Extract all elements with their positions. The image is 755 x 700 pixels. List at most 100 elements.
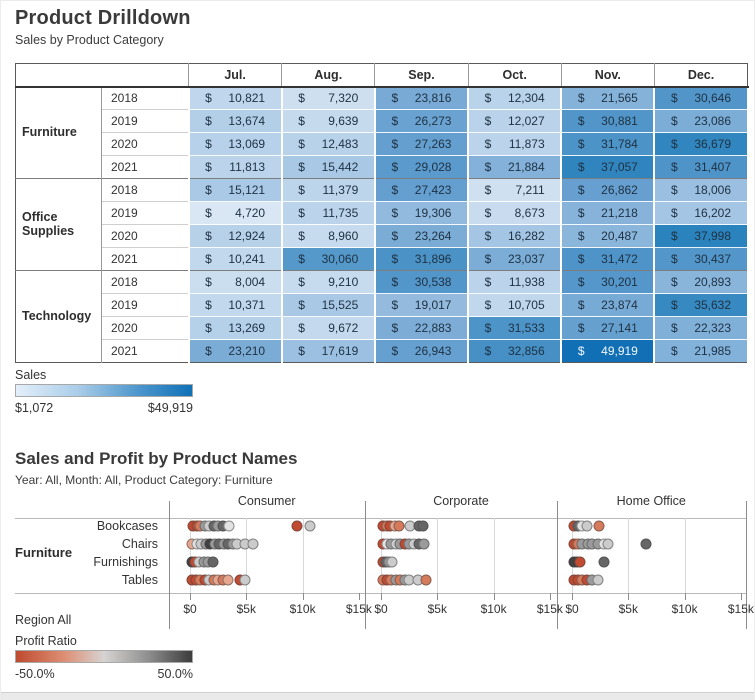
month-header-oct[interactable]: Oct. bbox=[467, 63, 562, 88]
sales-cell[interactable]: $23,037 bbox=[467, 247, 563, 271]
sales-cell[interactable]: $21,884 bbox=[467, 155, 563, 179]
sales-cell[interactable]: $9,210 bbox=[280, 270, 376, 294]
sales-cell[interactable]: $11,813 bbox=[187, 155, 283, 179]
data-point[interactable] bbox=[239, 574, 251, 586]
sales-cell[interactable]: $9,672 bbox=[280, 316, 376, 340]
sales-cell[interactable]: $23,874 bbox=[560, 293, 656, 317]
sales-cell[interactable]: $31,784 bbox=[560, 132, 656, 156]
sales-cell[interactable]: $12,304 bbox=[467, 86, 563, 110]
year-label[interactable]: 2020 bbox=[101, 316, 189, 340]
data-point[interactable] bbox=[574, 556, 586, 568]
sales-cell[interactable]: $17,619 bbox=[280, 339, 376, 363]
sales-cell[interactable]: $8,960 bbox=[280, 224, 376, 248]
sales-cell[interactable]: $30,646 bbox=[653, 86, 749, 110]
sales-cell[interactable]: $7,211 bbox=[467, 178, 563, 202]
sales-cell[interactable]: $13,674 bbox=[187, 109, 283, 133]
sales-cell[interactable]: $26,943 bbox=[373, 339, 470, 363]
sales-cell[interactable]: $30,201 bbox=[560, 270, 656, 294]
sales-cell[interactable]: $9,639 bbox=[280, 109, 376, 133]
sales-cell[interactable]: $10,705 bbox=[467, 293, 563, 317]
sales-cell[interactable]: $19,017 bbox=[373, 293, 470, 317]
year-label[interactable]: 2021 bbox=[101, 339, 189, 363]
year-label[interactable]: 2019 bbox=[101, 109, 189, 133]
sales-cell[interactable]: $23,264 bbox=[373, 224, 470, 248]
year-label[interactable]: 2021 bbox=[101, 247, 189, 271]
data-point[interactable] bbox=[417, 520, 429, 532]
data-point[interactable] bbox=[420, 574, 432, 586]
month-header-nov[interactable]: Nov. bbox=[560, 63, 655, 88]
sales-cell[interactable]: $11,938 bbox=[467, 270, 563, 294]
sales-cell[interactable]: $21,985 bbox=[653, 339, 749, 363]
product-label-chairs[interactable]: Chairs bbox=[121, 537, 158, 551]
category-label[interactable]: Office Supplies bbox=[15, 178, 102, 271]
sales-cell[interactable]: $10,241 bbox=[187, 247, 283, 271]
year-label[interactable]: 2019 bbox=[101, 201, 189, 225]
sales-cell[interactable]: $16,282 bbox=[467, 224, 563, 248]
data-point[interactable] bbox=[418, 538, 430, 550]
sales-cell[interactable]: $23,210 bbox=[187, 339, 283, 363]
sales-cell[interactable]: $11,379 bbox=[280, 178, 376, 202]
sales-cell[interactable]: $18,006 bbox=[653, 178, 749, 202]
sales-cell[interactable]: $30,060 bbox=[280, 247, 376, 271]
sales-cell[interactable]: $27,423 bbox=[373, 178, 470, 202]
segment-header-consumer[interactable]: Consumer bbox=[237, 494, 296, 508]
sales-cell[interactable]: $26,273 bbox=[373, 109, 470, 133]
month-header-sep[interactable]: Sep. bbox=[374, 63, 469, 88]
sales-cell[interactable]: $36,679 bbox=[653, 132, 749, 156]
sales-cell[interactable]: $21,565 bbox=[560, 86, 656, 110]
month-header-jul[interactable]: Jul. bbox=[187, 63, 282, 88]
sales-cell[interactable]: $16,202 bbox=[653, 201, 749, 225]
year-label[interactable]: 2018 bbox=[101, 86, 189, 110]
sales-cell[interactable]: $32,856 bbox=[467, 339, 563, 363]
sales-cell[interactable]: $37,998 bbox=[653, 224, 749, 248]
sales-cell[interactable]: $22,323 bbox=[653, 316, 749, 340]
sales-cell[interactable]: $10,821 bbox=[187, 86, 283, 110]
data-point[interactable] bbox=[247, 538, 259, 550]
sales-cell[interactable]: $31,407 bbox=[653, 155, 749, 179]
data-point[interactable] bbox=[581, 520, 593, 532]
year-label[interactable]: 2019 bbox=[101, 293, 189, 317]
sales-cell[interactable]: $15,121 bbox=[187, 178, 283, 202]
data-point[interactable] bbox=[223, 520, 235, 532]
sales-cell[interactable]: $31,896 bbox=[373, 247, 470, 271]
sales-cell[interactable]: $8,004 bbox=[187, 270, 283, 294]
data-point[interactable] bbox=[304, 520, 316, 532]
data-point[interactable] bbox=[592, 574, 604, 586]
sales-cell[interactable]: $7,320 bbox=[280, 86, 376, 110]
sales-cell[interactable]: $12,924 bbox=[187, 224, 283, 248]
month-header-dec[interactable]: Dec. bbox=[653, 63, 748, 88]
sales-cell[interactable]: $22,883 bbox=[373, 316, 470, 340]
data-point[interactable] bbox=[593, 520, 605, 532]
sales-cell[interactable]: $20,487 bbox=[560, 224, 656, 248]
segment-header-corporate[interactable]: Corporate bbox=[433, 494, 489, 508]
product-label-tables[interactable]: Tables bbox=[121, 573, 158, 587]
sales-cell[interactable]: $12,483 bbox=[280, 132, 376, 156]
data-point[interactable] bbox=[207, 556, 219, 568]
sales-cell[interactable]: $30,881 bbox=[560, 109, 656, 133]
sales-cell[interactable]: $20,893 bbox=[653, 270, 749, 294]
sales-cell[interactable]: $31,533 bbox=[467, 316, 563, 340]
data-point[interactable] bbox=[291, 520, 303, 532]
sales-cell[interactable]: $13,269 bbox=[187, 316, 283, 340]
category-label[interactable]: Technology bbox=[15, 270, 102, 363]
sales-cell[interactable]: $23,816 bbox=[373, 86, 470, 110]
data-point[interactable] bbox=[640, 538, 652, 550]
sales-cell[interactable]: $13,069 bbox=[187, 132, 283, 156]
segment-header-home-office[interactable]: Home Office bbox=[616, 494, 686, 508]
sales-cell[interactable]: $27,263 bbox=[373, 132, 470, 156]
sales-cell[interactable]: $23,086 bbox=[653, 109, 749, 133]
sales-cell[interactable]: $11,735 bbox=[280, 201, 376, 225]
sales-cell[interactable]: $11,873 bbox=[467, 132, 563, 156]
sales-cell[interactable]: $8,673 bbox=[467, 201, 563, 225]
month-header-aug[interactable]: Aug. bbox=[281, 63, 375, 88]
year-label[interactable]: 2020 bbox=[101, 132, 189, 156]
sales-cell[interactable]: $19,306 bbox=[373, 201, 470, 225]
sales-cell[interactable]: $26,862 bbox=[560, 178, 656, 202]
sales-cell[interactable]: $31,472 bbox=[560, 247, 656, 271]
sales-cell[interactable]: $37,057 bbox=[560, 155, 656, 179]
data-point[interactable] bbox=[598, 556, 610, 568]
horizontal-scrollbar[interactable] bbox=[1, 692, 754, 700]
sales-cell[interactable]: $30,437 bbox=[653, 247, 749, 271]
sales-cell[interactable]: $49,919 bbox=[560, 339, 656, 363]
product-label-bookcases[interactable]: Bookcases bbox=[96, 519, 158, 533]
